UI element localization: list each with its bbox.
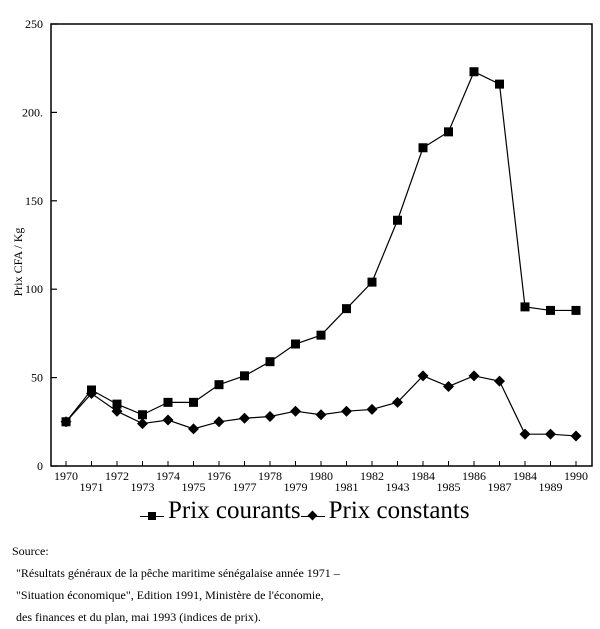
- square-marker: [367, 277, 377, 287]
- diamond-marker: [86, 388, 97, 400]
- x-tick-label: 1980: [309, 469, 333, 483]
- source-heading: Source:: [12, 544, 49, 558]
- source-note: Source: "Résultats généraux de la pêche …: [12, 540, 340, 628]
- series-prix-courants: [61, 67, 581, 427]
- y-tick-label: 50: [31, 371, 43, 385]
- x-tick-label: 1973: [131, 480, 155, 494]
- diamond-marker: [264, 410, 276, 422]
- y-tick-label: 250: [25, 17, 43, 31]
- legend-label: Prix constants: [328, 497, 470, 524]
- x-tick-label: 1981: [335, 480, 359, 494]
- x-tick-label: 1982: [360, 469, 384, 483]
- diamond-marker: [468, 370, 480, 382]
- diamond-marker: [188, 423, 199, 435]
- y-axis-ticks: 0 50 100 150 200. 250: [22, 17, 57, 473]
- x-tick-label: 1985: [437, 480, 461, 494]
- diamond-marker-icon: [300, 496, 325, 526]
- diamond-marker: [239, 412, 250, 424]
- square-marker: [393, 215, 402, 225]
- plot-frame: [50, 23, 593, 467]
- diamond-marker: [417, 370, 429, 382]
- x-tick-label: 1990: [564, 469, 588, 483]
- x-tick-label: 1984: [411, 469, 435, 483]
- square-marker: [265, 357, 275, 367]
- diamond-marker: [494, 375, 505, 387]
- diamond-marker: [392, 396, 403, 408]
- legend-item-prix-constants: Prix constants: [300, 496, 470, 526]
- diamond-marker: [315, 409, 327, 421]
- diamond-marker: [545, 428, 556, 440]
- square-marker-icon: [140, 496, 164, 526]
- diamond-marker: [570, 430, 582, 442]
- x-tick-label: 1971: [80, 480, 104, 494]
- source-line: "Résultats généraux de la pêche maritime…: [16, 566, 340, 580]
- y-tick-label: 150: [25, 194, 43, 208]
- diamond-marker: [341, 405, 352, 417]
- square-marker: [546, 305, 555, 315]
- chart-axes: [50, 23, 593, 467]
- diamond-marker: [213, 416, 225, 428]
- x-tick-label: 1979: [284, 480, 308, 494]
- square-marker: [571, 305, 581, 315]
- x-tick-label: 1978: [258, 469, 282, 483]
- square-marker: [520, 302, 530, 312]
- square-marker: [189, 397, 198, 407]
- square-marker: [444, 127, 453, 137]
- x-tick-label: 1989: [539, 480, 563, 494]
- square-marker: [112, 399, 122, 409]
- diamond-marker: [60, 416, 72, 428]
- x-tick-label: 1977: [233, 480, 257, 494]
- square-marker: [163, 397, 173, 407]
- x-tick-label: 1984: [513, 469, 537, 483]
- square-marker: [495, 79, 504, 89]
- x-tick-label: 1970: [54, 469, 78, 483]
- source-line: "Situation économique", Edition 1991, Mi…: [16, 588, 324, 602]
- square-marker: [469, 67, 479, 77]
- x-tick-label: 1972: [105, 469, 129, 483]
- y-tick-label: 200.: [22, 105, 43, 119]
- diamond-marker: [137, 418, 148, 430]
- x-tick-label: 1943: [386, 480, 410, 494]
- x-tick-label: 1974: [156, 469, 180, 483]
- diamond-marker: [443, 380, 454, 392]
- y-tick-label: 100: [25, 282, 43, 296]
- square-marker: [418, 143, 428, 153]
- source-line: des finances et du plan, mai 1993 (indic…: [16, 610, 261, 624]
- x-axis-ticks: 1970197119721973197419751976197719781979…: [54, 461, 588, 494]
- series-prix-constants: [60, 370, 582, 442]
- diamond-marker: [111, 405, 123, 417]
- square-marker: [342, 304, 351, 314]
- x-tick-label: 1975: [182, 480, 206, 494]
- square-marker: [316, 330, 326, 340]
- x-tick-label: 1976: [207, 469, 231, 483]
- diamond-marker: [366, 403, 378, 415]
- x-tick-label: 1987: [488, 480, 512, 494]
- series-layer: [60, 67, 582, 442]
- diamond-marker: [519, 428, 531, 440]
- square-marker: [138, 410, 147, 420]
- chart-legend: Prix courants Prix constants: [140, 496, 470, 526]
- legend-item-prix-courants: Prix courants: [140, 496, 301, 526]
- legend-label: Prix courants: [168, 497, 301, 524]
- y-axis-label: Prix CFA / Kg: [11, 228, 25, 297]
- y-tick-label: 0: [37, 459, 43, 473]
- diamond-marker: [290, 405, 301, 417]
- square-marker: [291, 339, 300, 349]
- square-marker: [240, 371, 249, 381]
- square-marker: [214, 380, 224, 390]
- x-tick-label: 1986: [462, 469, 486, 483]
- diamond-marker: [162, 414, 174, 426]
